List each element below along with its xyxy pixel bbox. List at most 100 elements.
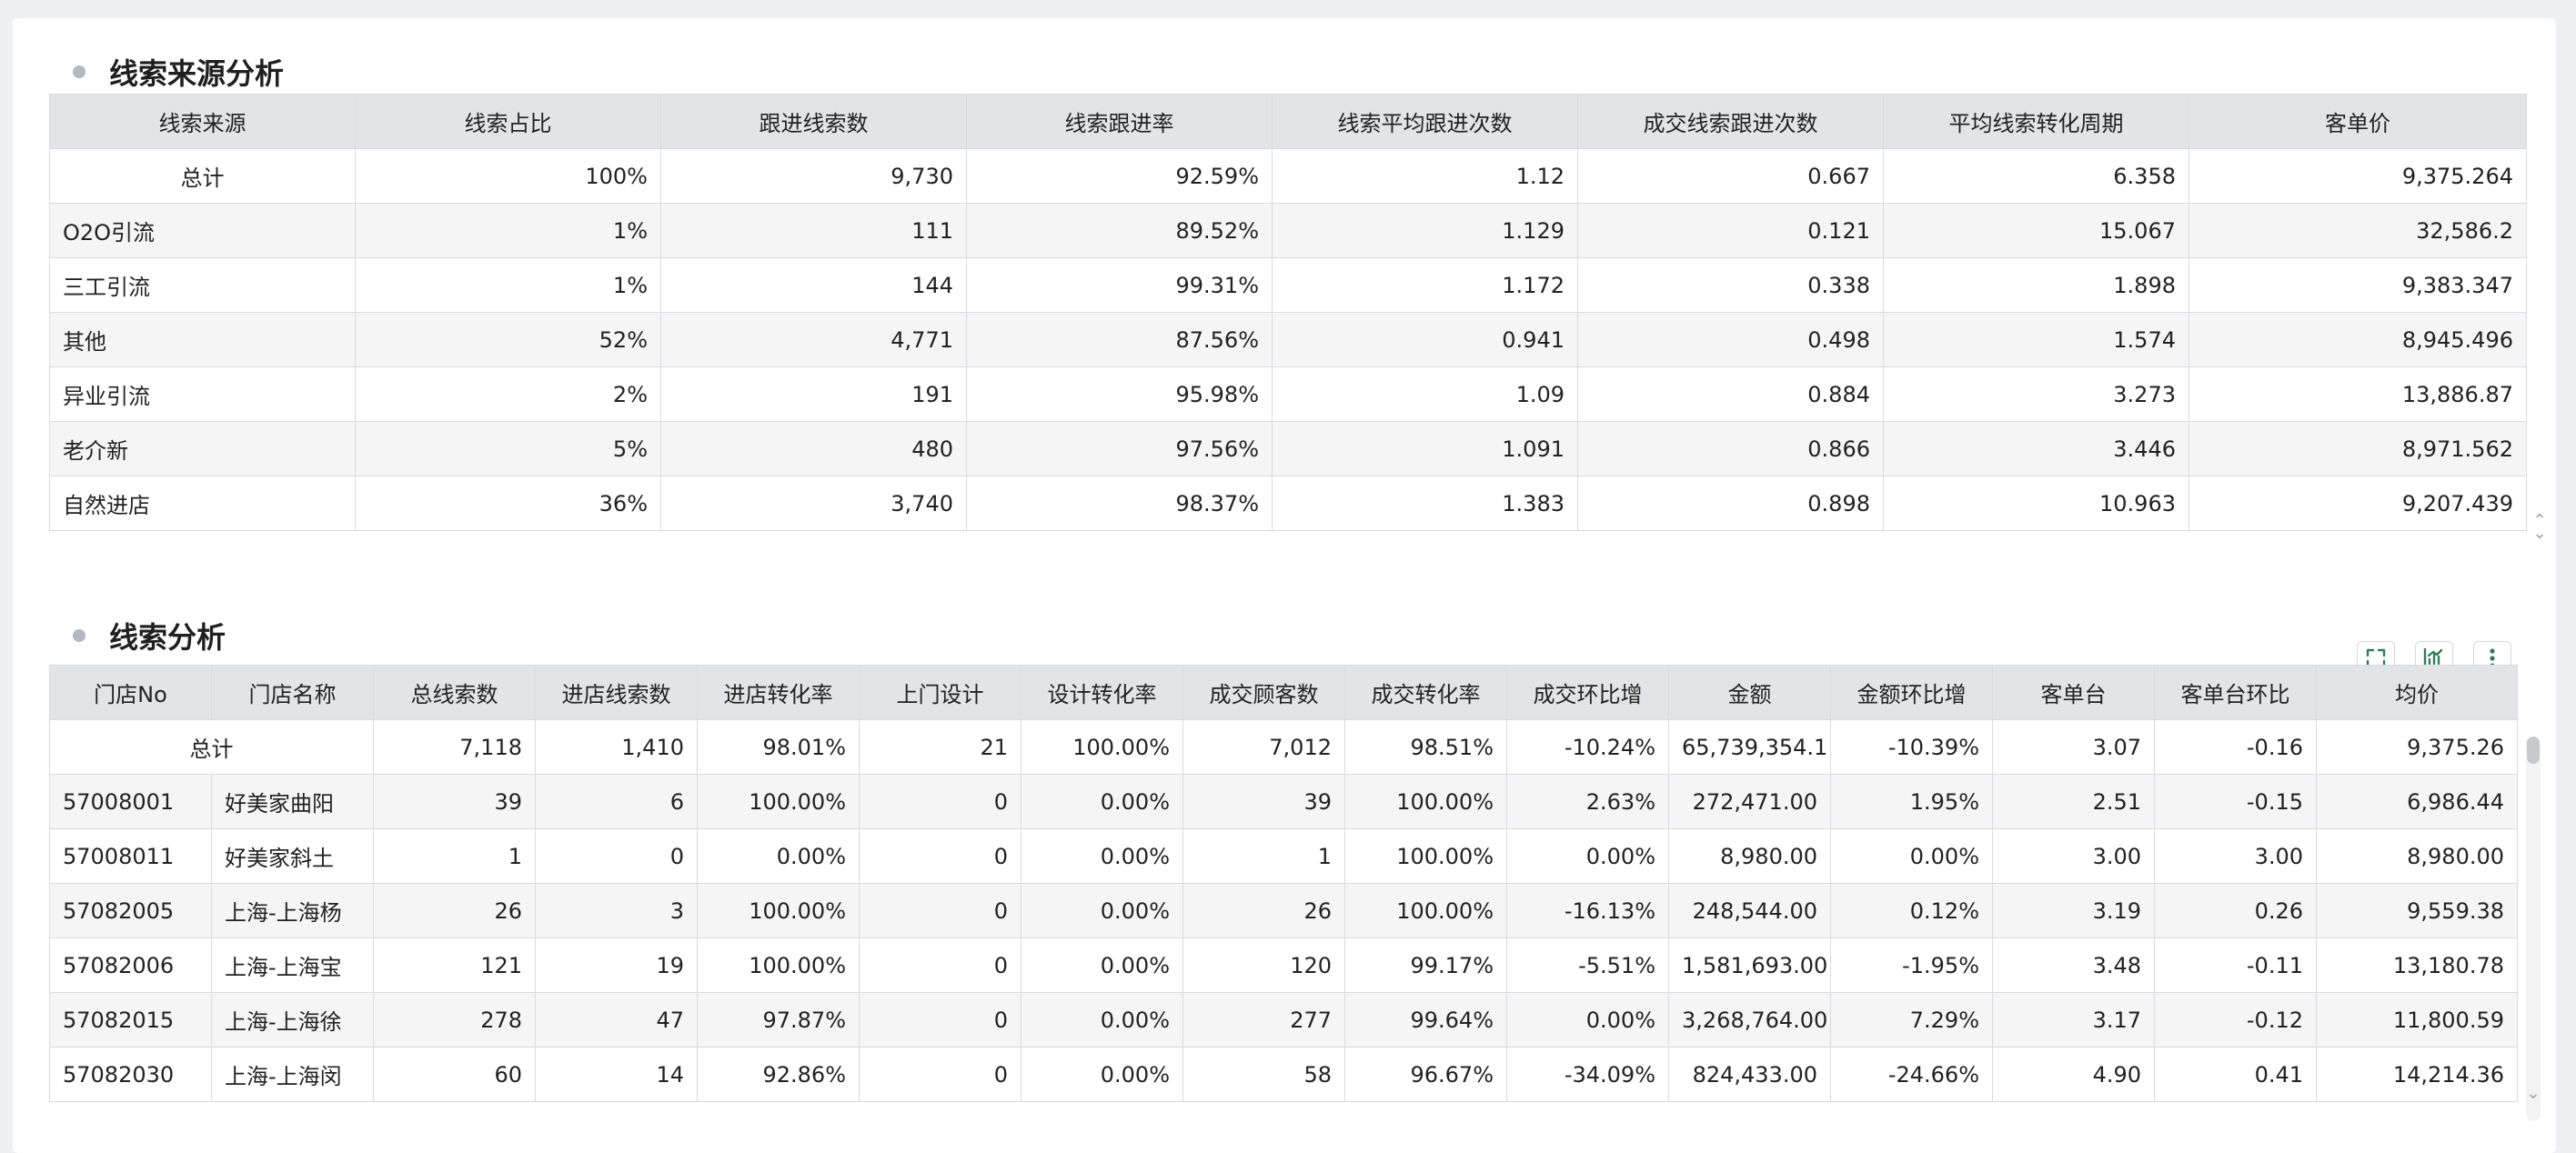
bullet-dot <box>73 629 86 642</box>
table-cell: 0.121 <box>1577 203 1884 258</box>
column-header[interactable]: 成交转化率 <box>1344 665 1507 720</box>
column-header[interactable]: 进店线索数 <box>535 665 698 720</box>
table-cell: 4.90 <box>1992 1047 2155 1102</box>
scrollbar-thumb[interactable] <box>2527 737 2540 764</box>
table-cell: 8,971.562 <box>2189 421 2527 476</box>
table-cell: 0.12% <box>1830 883 1993 938</box>
column-header[interactable]: 成交环比增 <box>1506 665 1669 720</box>
table-cell: 100.00% <box>1344 828 1507 884</box>
table-cell: 120 <box>1182 937 1345 993</box>
column-header[interactable]: 门店名称 <box>211 665 374 720</box>
column-header[interactable]: 均价 <box>2316 665 2518 720</box>
table-cell: 824,433.00 <box>1668 1047 1831 1102</box>
table-cell: 2.63% <box>1506 774 1669 829</box>
column-header[interactable]: 成交顾客数 <box>1182 665 1345 720</box>
table-cell: 0.00% <box>1021 992 1183 1048</box>
column-header[interactable]: 金额环比增 <box>1830 665 1993 720</box>
table-cell: 57082006 <box>49 937 212 993</box>
table-cell: 89.52% <box>966 203 1273 258</box>
table-cell: 总计 <box>49 719 374 775</box>
column-header[interactable]: 金额 <box>1668 665 1831 720</box>
table-cell: 92.86% <box>697 1047 860 1102</box>
table-cell: 13,180.78 <box>2316 937 2518 993</box>
table-cell: 0.26 <box>2154 883 2317 938</box>
column-header[interactable]: 线索来源 <box>49 94 356 149</box>
table-header-row: 线索来源 线索占比 跟进线索数 线索跟进率 线索平均跟进次数 成交线索跟进次数 平均线索转化… <box>49 94 2527 149</box>
table-cell: 97.87% <box>697 992 860 1048</box>
scroll-down-icon[interactable]: ⌄ <box>2526 1084 2541 1103</box>
table-cell: 8,980.00 <box>1668 828 1831 884</box>
table-cell: 0.41 <box>2154 1047 2317 1102</box>
table-cell: 1.12 <box>1272 148 1578 204</box>
table-cell: 0 <box>859 828 1021 884</box>
section-title-text: 线索分析 <box>109 620 226 655</box>
table-cell: 3.17 <box>1992 992 2155 1048</box>
table-cell: 248,544.00 <box>1668 883 1831 938</box>
table-cell: 58 <box>1182 1047 1345 1102</box>
table-cell: 1,581,693.00 <box>1668 937 1831 993</box>
table-row: 异业引流 2% 191 95.98% 1.09 0.884 3.273 13,886.87 <box>49 366 2527 422</box>
table-cell: 98.37% <box>966 476 1273 531</box>
table-cell: 1.898 <box>1883 257 2189 313</box>
table-cell: 9,383.347 <box>2189 257 2527 313</box>
table-cell: 0.941 <box>1272 312 1578 367</box>
column-header[interactable]: 线索跟进率 <box>966 94 1273 149</box>
table-cell: 7,118 <box>373 719 536 775</box>
lead-source-table: 线索来源 线索占比 跟进线索数 线索跟进率 线索平均跟进次数 成交线索跟进次数 平均线索转化… <box>49 94 2527 531</box>
column-header[interactable]: 线索平均跟进次数 <box>1272 94 1578 149</box>
column-header[interactable]: 跟进线索数 <box>660 94 967 149</box>
column-header[interactable]: 门店No <box>49 665 212 720</box>
table-cell: 1.129 <box>1272 203 1578 258</box>
table-cell: 13,886.87 <box>2189 366 2527 422</box>
table-cell: 26 <box>1182 883 1345 938</box>
table-cell: -10.24% <box>1506 719 1669 775</box>
table-cell: 异业引流 <box>49 366 356 422</box>
column-header[interactable]: 线索占比 <box>355 94 661 149</box>
table-cell: 2.51 <box>1992 774 2155 829</box>
table-cell: -0.11 <box>2154 937 2317 993</box>
table-cell: 100.00% <box>697 774 860 829</box>
table-cell: -10.39% <box>1830 719 1993 775</box>
table-cell: 0.00% <box>697 828 860 884</box>
table-cell: 39 <box>373 774 536 829</box>
table-cell: 9,559.38 <box>2316 883 2518 938</box>
column-header[interactable]: 总线索数 <box>373 665 536 720</box>
table-cell: 9,207.439 <box>2189 476 2527 531</box>
column-header[interactable]: 客单价 <box>2189 94 2527 149</box>
table-cell: 100.00% <box>1021 719 1183 775</box>
table-cell: 3.446 <box>1883 421 2189 476</box>
scroll-arrows-icon[interactable]: ⌃ ⌄ <box>2532 511 2547 543</box>
table-cell: 100.00% <box>697 883 860 938</box>
table-cell: 111 <box>660 203 967 258</box>
table-cell: 3.07 <box>1992 719 2155 775</box>
column-header[interactable]: 成交线索跟进次数 <box>1577 94 1884 149</box>
table-cell: 0.498 <box>1577 312 1884 367</box>
table-cell: 1.574 <box>1883 312 2189 367</box>
table-cell: -0.12 <box>2154 992 2317 1048</box>
table-cell: 老介新 <box>49 421 356 476</box>
table-cell: 1.95% <box>1830 774 1993 829</box>
table-cell: 1.091 <box>1272 421 1578 476</box>
column-header[interactable]: 进店转化率 <box>697 665 860 720</box>
vertical-scrollbar[interactable] <box>2526 737 2541 1121</box>
table-row: 自然进店 36% 3,740 98.37% 1.383 0.898 10.963 9,207.… <box>49 476 2527 531</box>
table-cell: 278 <box>373 992 536 1048</box>
table-cell: 272,471.00 <box>1668 774 1831 829</box>
table-cell: 10.963 <box>1883 476 2189 531</box>
column-header[interactable]: 上门设计 <box>859 665 1021 720</box>
table-cell: 3.48 <box>1992 937 2155 993</box>
column-header[interactable]: 平均线索转化周期 <box>1883 94 2189 149</box>
column-header[interactable]: 设计转化率 <box>1021 665 1183 720</box>
column-header[interactable]: 客单台环比 <box>2154 665 2317 720</box>
section-title-lead-analysis: 线索分析 <box>73 615 226 657</box>
table-cell: 21 <box>859 719 1021 775</box>
table-row: 三工引流 1% 144 99.31% 1.172 0.338 1.898 9,383.347 <box>49 257 2527 313</box>
table-cell: 3,740 <box>660 476 967 531</box>
table-row: 57082006 上海-上海宝 121 19 100.00% 0 0.00% 120 99.17… <box>49 937 2518 993</box>
total-row: 总计 7,118 1,410 98.01% 21 100.00% 7,012 98.51% -1… <box>49 719 2518 775</box>
table-cell: 6 <box>535 774 698 829</box>
column-header[interactable]: 客单台 <box>1992 665 2155 720</box>
table-cell: O2O引流 <box>49 203 356 258</box>
table-cell: 9,375.26 <box>2316 719 2518 775</box>
table-cell: 52% <box>355 312 661 367</box>
